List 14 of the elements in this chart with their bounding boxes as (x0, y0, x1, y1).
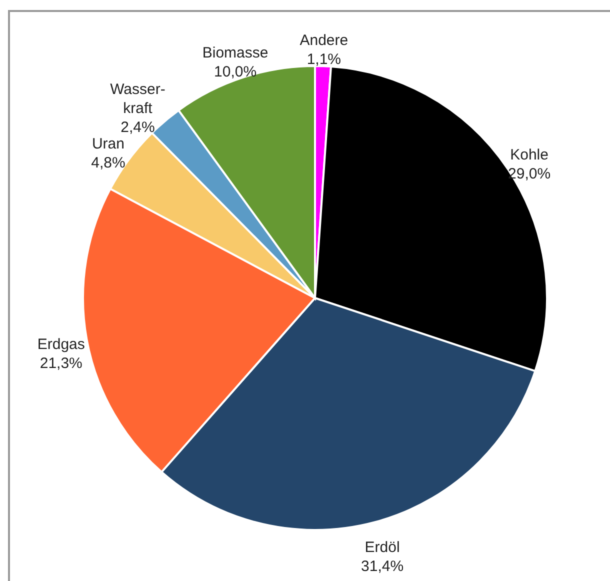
slice-label: Kohle (510, 146, 548, 164)
slice-label: Biomasse (202, 44, 268, 62)
slice-label: Andere (300, 32, 348, 50)
data-label: 10,0% (214, 64, 257, 81)
slice-label: Uran (92, 136, 124, 153)
slice-label: Wasser-kraft (110, 81, 166, 118)
data-label: 31,4% (361, 558, 404, 576)
data-label: 21,3% (40, 354, 82, 372)
slice-label: Erdöl (364, 539, 400, 556)
data-label: 4,8% (91, 154, 126, 172)
data-label: 1,1% (306, 51, 342, 68)
data-label: 2,4% (120, 119, 155, 136)
data-label: 29,0% (508, 165, 551, 182)
slice-label: Erdgas (37, 336, 85, 353)
